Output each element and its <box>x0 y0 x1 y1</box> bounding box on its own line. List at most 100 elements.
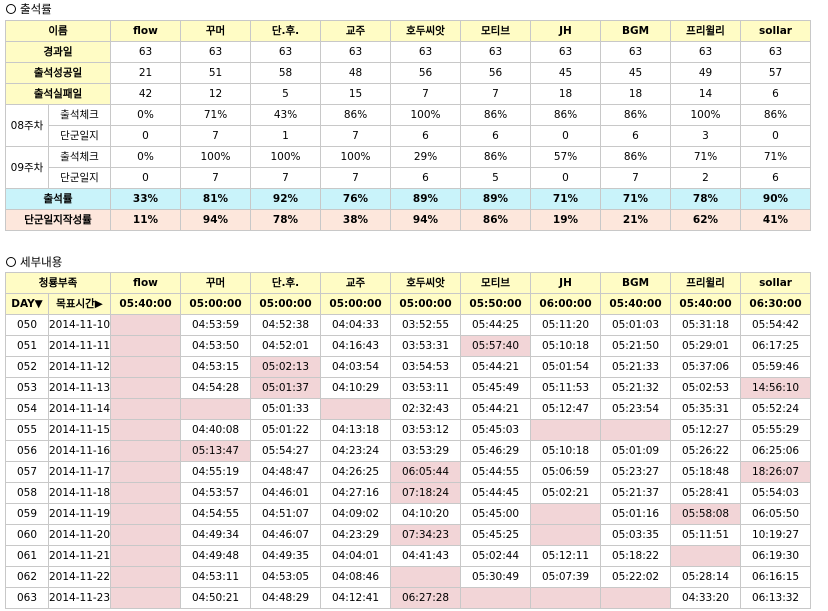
time-cell: 05:30:49 <box>460 566 532 588</box>
time-cell: 05:01:37 <box>250 377 322 399</box>
day-cell: 055 <box>5 419 49 441</box>
day-header: DAY▼ <box>5 293 49 315</box>
time-cell: 04:53:05 <box>250 566 322 588</box>
time-cell: 05:58:08 <box>670 503 742 525</box>
date-cell: 2014-11-14 <box>47 398 112 420</box>
column-header: 단.후. <box>250 20 321 42</box>
time-cell: 05:44:21 <box>460 398 532 420</box>
value-cell: 62% <box>670 209 741 231</box>
time-cell: 05:12:11 <box>530 545 602 567</box>
time-cell: 06:25:06 <box>740 440 812 462</box>
value-cell: 5 <box>460 167 531 189</box>
value-cell: 5 <box>250 83 321 105</box>
time-cell: 05:23:54 <box>600 398 672 420</box>
value-cell: 100% <box>320 146 391 168</box>
table-row: 062 2014-11-22 04:53:11 04:53:05 04:08:46 05:… <box>5 566 812 588</box>
column-header: BGM <box>600 272 672 294</box>
target-time: 05:40:00 <box>110 293 182 315</box>
time-cell: 05:12:27 <box>670 419 742 441</box>
target-header: 목표시간▶ <box>47 293 112 315</box>
target-time: 05:50:00 <box>460 293 532 315</box>
value-cell: 100% <box>180 146 251 168</box>
table-row: 051 2014-11-11 04:53:50 04:52:01 04:16:43 03:… <box>5 335 812 357</box>
column-header: 호두씨앗 <box>390 20 461 42</box>
date-cell: 2014-11-13 <box>47 377 112 399</box>
time-cell: 05:31:18 <box>670 314 742 336</box>
time-cell: 04:55:19 <box>180 461 252 483</box>
row-label: 출석체크 <box>48 104 111 126</box>
value-cell: 6 <box>390 167 461 189</box>
time-cell <box>110 503 182 525</box>
column-header: 이름 <box>5 20 111 42</box>
value-cell: 90% <box>740 188 811 210</box>
value-cell: 29% <box>390 146 461 168</box>
value-cell: 71% <box>740 146 811 168</box>
target-time: 05:00:00 <box>180 293 252 315</box>
time-cell: 05:54:03 <box>740 482 812 504</box>
row-label: 출석성공일 <box>5 62 111 84</box>
time-cell: 03:54:53 <box>390 356 462 378</box>
time-cell: 06:17:25 <box>740 335 812 357</box>
value-cell: 45 <box>530 62 601 84</box>
time-cell <box>460 587 532 609</box>
table-row: 050 2014-11-10 04:53:59 04:52:38 04:04:33 03:… <box>5 314 812 336</box>
time-cell <box>180 398 252 420</box>
time-cell: 04:53:15 <box>180 356 252 378</box>
table-row: 063 2014-11-23 04:50:21 04:48:29 04:12:41 06:… <box>5 587 812 609</box>
row-label: 단군일지 <box>48 125 111 147</box>
value-cell: 15 <box>320 83 391 105</box>
value-cell: 38% <box>320 209 391 231</box>
time-cell: 07:18:24 <box>390 482 462 504</box>
time-cell: 04:10:29 <box>320 377 392 399</box>
time-cell: 05:29:01 <box>670 335 742 357</box>
value-cell: 18 <box>600 83 671 105</box>
value-cell: 51 <box>180 62 251 84</box>
value-cell: 7 <box>460 83 531 105</box>
column-header: 꾸머 <box>180 272 252 294</box>
time-cell: 03:52:55 <box>390 314 462 336</box>
day-cell: 057 <box>5 461 49 483</box>
value-cell: 63 <box>320 41 391 63</box>
value-cell: 1 <box>250 125 321 147</box>
value-cell: 86% <box>460 209 531 231</box>
time-cell: 04:51:07 <box>250 503 322 525</box>
column-header: 프리윌리 <box>670 20 741 42</box>
time-cell <box>110 566 182 588</box>
time-cell: 02:32:43 <box>390 398 462 420</box>
table-row: 056 2014-11-16 05:13:47 05:54:27 04:23:24 03:… <box>5 440 812 462</box>
time-cell <box>110 440 182 462</box>
value-cell: 78% <box>250 209 321 231</box>
target-row: DAY▼ 목표시간▶ 05:40:00 05:00:00 05:00:00 05:00:0… <box>5 293 812 315</box>
time-cell: 04:53:57 <box>180 482 252 504</box>
time-cell: 06:19:30 <box>740 545 812 567</box>
time-cell: 05:01:16 <box>600 503 672 525</box>
section-title-text: 세부내용 <box>20 255 63 269</box>
value-cell: 94% <box>390 209 461 231</box>
time-cell: 04:53:11 <box>180 566 252 588</box>
table-row: 055 2014-11-15 04:40:08 05:01:22 04:13:18 03:… <box>5 419 812 441</box>
value-cell: 42 <box>110 83 181 105</box>
tribe-header: 청룡부족 <box>4 272 112 294</box>
time-cell: 04:10:20 <box>390 503 462 525</box>
table-row: 053 2014-11-13 04:54:28 05:01:37 04:10:29 03:… <box>5 377 812 399</box>
day-cell: 063 <box>5 587 49 609</box>
value-cell: 92% <box>250 188 321 210</box>
time-cell: 05:54:42 <box>740 314 812 336</box>
time-cell: 04:12:41 <box>320 587 392 609</box>
time-cell: 04:53:59 <box>180 314 252 336</box>
time-cell: 05:07:39 <box>530 566 602 588</box>
value-cell: 14 <box>670 83 741 105</box>
value-cell: 6 <box>390 125 461 147</box>
time-cell: 05:21:50 <box>600 335 672 357</box>
time-cell <box>320 398 392 420</box>
value-cell: 0 <box>110 125 181 147</box>
time-cell: 04:54:28 <box>180 377 252 399</box>
time-cell: 04:27:16 <box>320 482 392 504</box>
value-cell: 12 <box>180 83 251 105</box>
time-cell: 05:02:13 <box>250 356 322 378</box>
column-header: 프리윌리 <box>670 272 742 294</box>
time-cell: 04:16:43 <box>320 335 392 357</box>
column-header: sollar <box>740 272 812 294</box>
week-row: 단군일지 0 7 7 7 6 5 0 7 2 6 <box>6 167 811 189</box>
time-cell: 04:46:01 <box>250 482 322 504</box>
